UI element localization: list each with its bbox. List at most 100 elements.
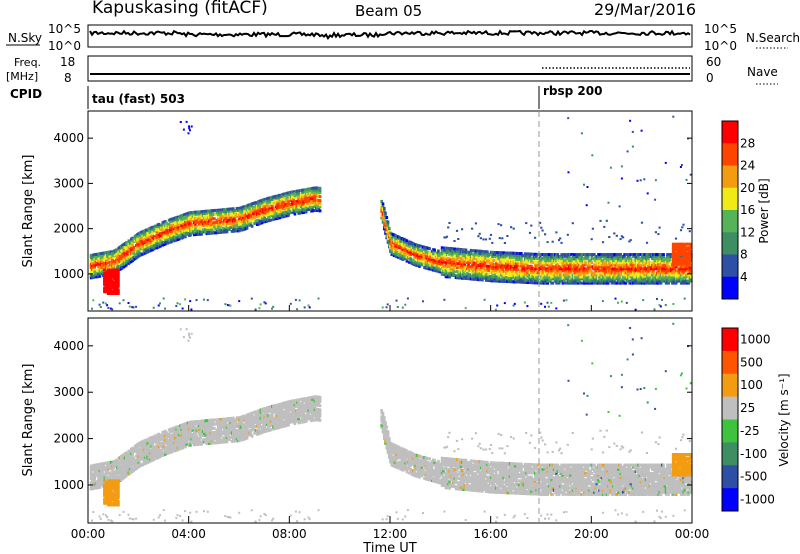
power-cell [98,270,102,274]
power-cell [684,246,688,250]
power-cell [181,307,184,310]
power-cell [598,273,601,277]
power-cell [668,273,672,277]
power-cell [689,257,693,261]
power-cell [570,259,573,263]
power-cell [106,270,110,274]
power-cell [435,257,439,261]
power-cell [501,237,504,240]
power-cell [617,271,620,275]
velocity-cell [106,469,109,473]
power-cell [235,221,239,225]
power-cell [551,265,555,269]
power-cell [418,254,421,258]
power-cell [161,237,165,241]
power-cell [603,277,606,281]
power-cell [564,253,567,257]
power-cell [608,267,611,271]
power-cell [116,273,120,277]
power-cell [112,260,115,263]
power-cell [637,253,640,257]
power-cell [208,229,211,233]
power-cell [673,262,676,266]
power-cell [223,226,226,230]
power-cell [530,256,533,260]
power-cell [552,267,556,271]
power-cell [567,261,571,265]
power-cell [556,263,560,267]
power-cell [675,253,679,257]
power-cell [229,304,232,307]
power-cell [401,239,405,243]
freq-label-line2: [MHz] [6,70,38,83]
power-cell [666,275,669,279]
power-cell [638,279,641,283]
power-cell [559,279,562,283]
power-cell [284,202,288,206]
velocity-cell [104,467,108,471]
power-cell [657,277,660,281]
power-cell [463,264,467,268]
power-cell [625,277,629,281]
power-cell [593,259,596,263]
power-cell [546,277,550,281]
power-cell [672,115,675,118]
power-cell [608,236,611,238]
power-cell [637,263,640,267]
power-cell [487,272,490,276]
power-cell [427,263,430,267]
power-cell [253,221,256,225]
power-cell [289,198,293,202]
power-cell [287,211,290,215]
power-cell [494,308,497,311]
power-cell [658,265,662,269]
power-cell [226,215,230,219]
power-cell [532,258,536,262]
velocity-cell [108,473,112,477]
power-cell [510,257,513,261]
power-cell [459,256,463,260]
power-cell [190,308,193,311]
power-cell [409,253,412,257]
power-cell [453,273,456,277]
power-cell [284,192,288,196]
power-colorbar-segment [722,143,738,166]
power-cell [688,255,691,259]
power-cell [239,226,243,230]
power-cell [405,241,409,245]
power-cell [522,280,526,284]
power-colorbar-tick-label: 12 [740,225,755,239]
power-cell [422,253,425,257]
power-cell [520,264,523,268]
power-cell [555,281,558,285]
power-cell [526,305,529,308]
power-cell [645,241,649,244]
power-cell [385,230,389,234]
power-cell [600,281,604,285]
power-cell [493,273,497,277]
power-cell [502,277,506,281]
power-cell [632,267,635,271]
power-cell [294,298,297,301]
power-cell [583,259,586,263]
power-cell [633,281,636,285]
power-cell [469,248,473,252]
power-cell [289,205,293,208]
power-cell [263,216,266,220]
power-cell [474,267,478,271]
power-cell [185,230,188,234]
power-cell [185,224,188,228]
power-cell [414,245,417,249]
power-cell [671,275,674,279]
power-cell [557,257,561,261]
power-cell [685,275,688,279]
power-cell [643,178,646,181]
power-cell [654,179,657,182]
power-cell [428,257,431,261]
power-cell [257,208,260,212]
power-cell [517,276,521,280]
power-cell [689,259,693,262]
power-cell [176,219,180,223]
power-cell [396,237,400,241]
